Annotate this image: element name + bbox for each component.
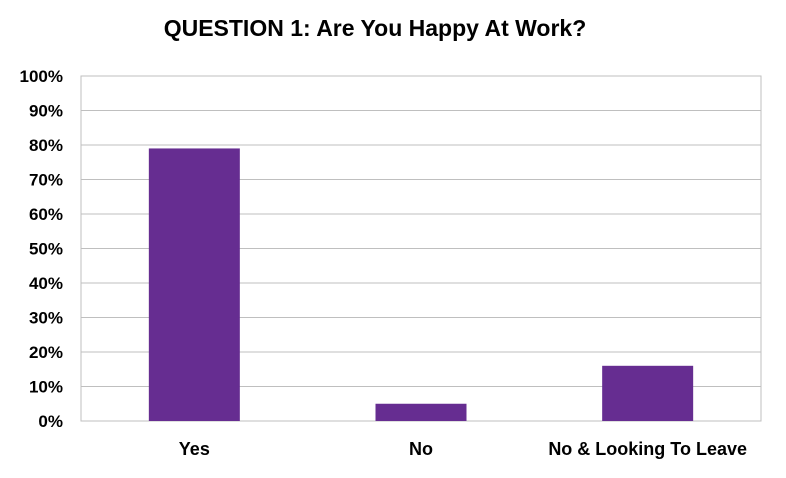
y-axis-ticks: 0% 10% 20% 30% 40% 50% 60% 70% 80% 90% 100% xyxy=(20,67,63,431)
y-tick-label: 30% xyxy=(29,309,63,328)
y-tick-label: 0% xyxy=(38,412,63,431)
y-tick-label: 50% xyxy=(29,240,63,259)
x-axis-categories: Yes No No & Looking To Leave xyxy=(179,439,747,459)
y-tick-label: 90% xyxy=(29,102,63,121)
y-tick-label: 100% xyxy=(20,67,63,86)
y-tick-label: 70% xyxy=(29,171,63,190)
y-tick-label: 60% xyxy=(29,205,63,224)
y-tick-label: 80% xyxy=(29,136,63,155)
y-tick-label: 20% xyxy=(29,343,63,362)
x-category-label: No & Looking To Leave xyxy=(548,439,747,459)
bar-no xyxy=(375,403,467,421)
y-tick-label: 10% xyxy=(29,378,63,397)
x-category-label: No xyxy=(409,439,433,459)
chart-title: QUESTION 1: Are You Happy At Work? xyxy=(164,15,587,41)
bar-no-looking-to-leave xyxy=(602,365,694,421)
x-category-label: Yes xyxy=(179,439,210,459)
bars xyxy=(148,148,694,421)
bar-yes xyxy=(148,148,240,421)
y-tick-label: 40% xyxy=(29,274,63,293)
